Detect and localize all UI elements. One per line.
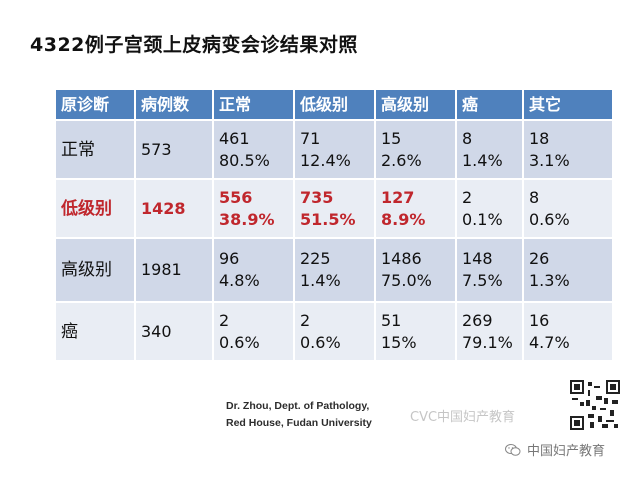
result-cell: 269 79.1% <box>457 303 522 360</box>
result-count: 71 <box>300 128 321 148</box>
result-count: 127 <box>381 187 415 207</box>
credit-line-1: Dr. Zhou, Dept. of Pathology, <box>226 400 370 412</box>
result-cell: 735 51.5% <box>295 180 374 237</box>
result-percent: 75.0% <box>381 271 432 290</box>
row-label: 低级别 <box>56 180 134 237</box>
result-count: 269 <box>462 310 493 330</box>
result-count: 225 <box>300 249 331 268</box>
result-percent: 1.4% <box>300 271 341 290</box>
result-count: 735 <box>300 187 334 207</box>
result-cell: 26 1.3% <box>524 239 612 301</box>
result-count: 51 <box>381 310 402 330</box>
author-credit: Dr. Zhou, Dept. of Pathology, Red House,… <box>226 398 406 432</box>
result-percent: 7.5% <box>462 271 503 290</box>
result-cell: 148 7.5% <box>457 239 522 301</box>
result-cell: 18 3.1% <box>524 121 612 178</box>
row-label: 高级别 <box>56 239 134 301</box>
result-percent: 0.6% <box>300 332 341 352</box>
result-count: 2 <box>300 310 311 330</box>
result-count: 8 <box>462 128 473 148</box>
column-header: 其它 <box>524 90 612 119</box>
result-cell: 51 15% <box>376 303 455 360</box>
result-percent: 4.8% <box>219 271 260 290</box>
result-percent: 12.4% <box>300 150 351 170</box>
case-count: 340 <box>136 303 212 360</box>
result-cell: 8 0.6% <box>524 180 612 237</box>
result-count: 2 <box>462 187 473 207</box>
column-header: 癌 <box>457 90 522 119</box>
result-count: 16 <box>529 310 550 330</box>
result-percent: 0.1% <box>462 209 503 229</box>
column-header: 病例数 <box>136 90 212 119</box>
result-cell: 8 1.4% <box>457 121 522 178</box>
result-percent: 2.6% <box>381 150 422 170</box>
column-header: 高级别 <box>376 90 455 119</box>
slide-title: 4322例子宫颈上皮病变会诊结果对照 <box>30 34 358 56</box>
qr-code-icon <box>570 380 620 430</box>
result-percent: 38.9% <box>219 209 275 229</box>
result-percent: 0.6% <box>529 209 570 229</box>
row-label: 正常 <box>56 121 134 178</box>
watermark: CVC中国妇产教育 <box>410 410 516 425</box>
result-cell: 2 0.6% <box>295 303 374 360</box>
result-count: 461 <box>219 128 250 148</box>
result-cell: 15 2.6% <box>376 121 455 178</box>
result-count: 96 <box>219 249 240 268</box>
wechat-icon <box>505 443 521 456</box>
result-percent: 3.1% <box>529 150 570 170</box>
result-cell: 127 8.9% <box>376 180 455 237</box>
case-count: 1428 <box>136 180 212 237</box>
result-cell: 461 80.5% <box>214 121 293 178</box>
result-percent: 80.5% <box>219 150 270 170</box>
result-count: 148 <box>462 249 493 268</box>
column-header: 正常 <box>214 90 293 119</box>
result-cell: 556 38.9% <box>214 180 293 237</box>
result-cell: 71 12.4% <box>295 121 374 178</box>
column-header: 原诊断 <box>56 90 134 119</box>
result-count: 1486 <box>381 249 422 268</box>
result-cell: 1486 75.0% <box>376 239 455 301</box>
result-percent: 15% <box>381 332 417 352</box>
result-percent: 1.4% <box>462 150 503 170</box>
result-cell: 16 4.7% <box>524 303 612 360</box>
result-cell: 2 0.6% <box>214 303 293 360</box>
wechat-account: 中国妇产教育 <box>505 440 605 459</box>
result-percent: 79.1% <box>462 332 513 352</box>
result-percent: 51.5% <box>300 209 356 229</box>
credit-line-2: Red House, Fudan University <box>226 417 372 429</box>
result-percent: 0.6% <box>219 332 260 352</box>
case-count: 573 <box>136 121 212 178</box>
case-count: 1981 <box>136 239 212 301</box>
result-cell: 96 4.8% <box>214 239 293 301</box>
result-count: 556 <box>219 187 253 207</box>
result-cell: 2 0.1% <box>457 180 522 237</box>
result-percent: 1.3% <box>529 271 570 290</box>
result-count: 26 <box>529 249 550 268</box>
row-label: 癌 <box>56 303 134 360</box>
result-cell: 225 1.4% <box>295 239 374 301</box>
result-count: 18 <box>529 128 550 148</box>
column-header: 低级别 <box>295 90 374 119</box>
result-percent: 8.9% <box>381 209 426 229</box>
result-count: 2 <box>219 310 230 330</box>
wechat-account-label: 中国妇产教育 <box>527 444 606 459</box>
consultation-table: 原诊断 病例数 正常 低级别 高级别癌其它 正常 573 461 80.5% 71 12.4% 15 2… <box>56 90 612 360</box>
result-percent: 4.7% <box>529 332 570 352</box>
result-count: 8 <box>529 187 540 207</box>
result-count: 15 <box>381 128 402 148</box>
